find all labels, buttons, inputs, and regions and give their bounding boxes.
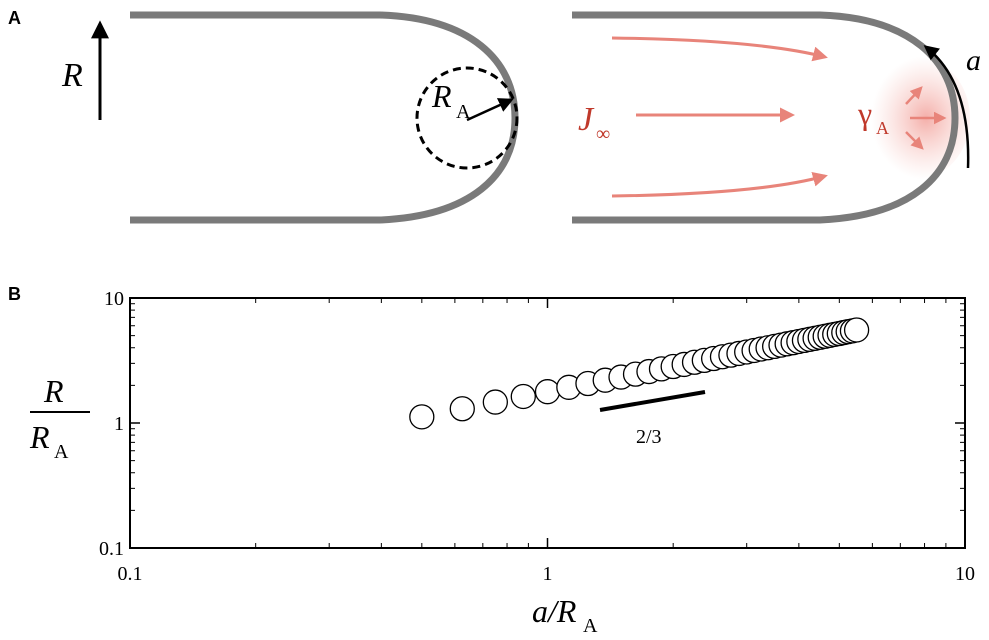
slope-label: 2/3 [636,426,662,448]
point [482,389,508,415]
panel-label: B [8,284,21,304]
flux-arrow [611,36,828,62]
point [843,317,870,343]
arc-label: a [966,44,981,77]
flux-arrow [611,171,828,198]
panel-label: A [8,8,21,28]
x-tick-label: 1 [543,563,553,585]
y-tick-label: 10 [104,288,124,310]
x-axis-label: a/R [532,593,577,629]
plot: 0.1 1 10 0.1 1 10 [99,288,975,585]
point [534,379,561,405]
meniscus [130,11,519,224]
osculating-circle [415,66,519,170]
emission-arrow [905,86,923,105]
tension-sub: A [876,118,889,138]
slope-line [599,390,706,412]
radius-sub: A [456,101,471,123]
y-tick-label: 0.1 [99,538,124,560]
radius-arrow [466,98,514,122]
y-axis-num: R [43,373,64,409]
arc-arrow [923,45,970,169]
point [449,396,475,422]
x-tick-label: 0.1 [118,563,143,585]
point [409,404,435,430]
emission-arrow [905,131,924,150]
plot-frame [129,297,966,549]
point [510,383,536,410]
flux-sub: ∞ [596,123,610,145]
flux-label: J [578,101,595,138]
meniscus [572,11,959,224]
x-axis-sub: A [583,615,598,637]
y-axis-den-sub: A [54,441,69,463]
y-tick-label: 1 [114,413,124,435]
radius-label: R [431,78,452,114]
height-label: R [61,57,83,94]
y-axis-den: R [29,419,50,455]
tension-label: γ [857,95,872,131]
x-tick-label: 10 [955,563,975,585]
